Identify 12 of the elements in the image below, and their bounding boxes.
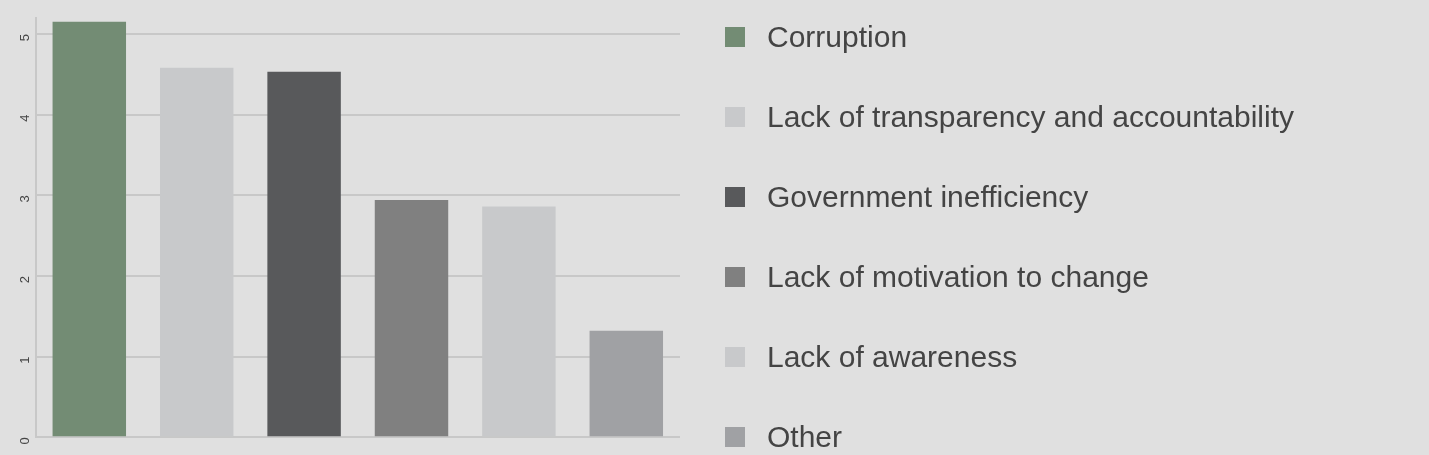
y-tick-label: 5	[17, 33, 33, 42]
legend-label: Lack of transparency and accountability	[767, 100, 1294, 134]
legend-label: Other	[767, 420, 843, 454]
legend-label: Corruption	[767, 20, 908, 54]
y-tick-label: 0	[17, 437, 33, 445]
y-tick-label: 4	[17, 114, 33, 122]
legend-label: Lack of awareness	[767, 340, 1018, 374]
legend-label: Government inefficiency	[767, 180, 1089, 214]
y-tick-label: 3	[17, 195, 33, 203]
y-tick-label: 2	[17, 275, 33, 284]
y-tick-label: 1	[17, 356, 33, 364]
legend-label: Lack of motivation to change	[767, 260, 1149, 294]
